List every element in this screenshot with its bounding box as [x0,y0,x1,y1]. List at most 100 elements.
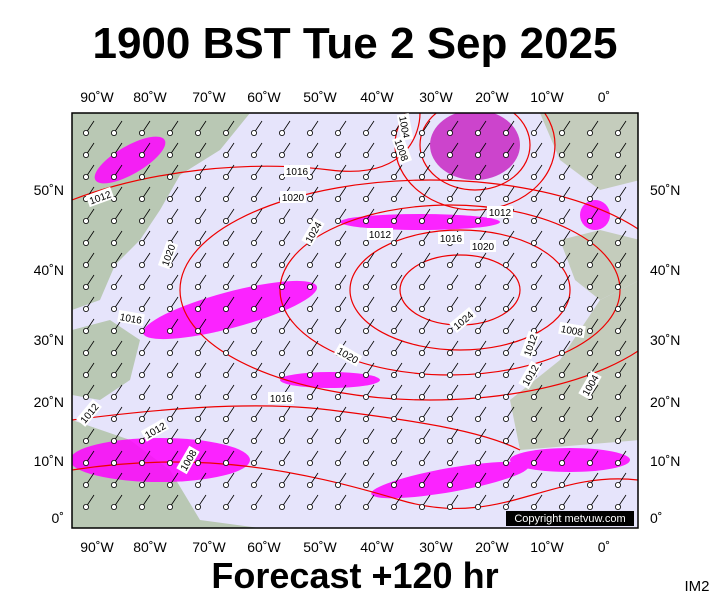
station [166,305,173,312]
station [559,173,566,180]
station [531,151,538,158]
station [334,437,341,444]
station [474,437,481,444]
station [194,151,201,158]
station [138,393,145,400]
station [502,459,509,466]
station [418,173,425,180]
station [474,393,481,400]
station [278,305,285,312]
station [166,481,173,488]
station [446,481,453,488]
station [194,239,201,246]
station [138,173,145,180]
station [111,415,118,422]
station [587,261,594,268]
station [278,239,285,246]
station [362,129,369,136]
station [446,129,453,136]
forecast: Forecast +120 hr [211,555,498,596]
lat-label: 50˚N [650,182,680,198]
station [559,481,566,488]
station [390,151,397,158]
station [222,481,229,488]
station [446,459,453,466]
station [418,217,425,224]
station [306,415,313,422]
station [474,305,481,312]
isobar-label-bg [117,309,145,327]
station [418,327,425,334]
station [390,503,397,510]
station [166,217,173,224]
isobar-label: 1020 [470,240,496,253]
station [587,129,594,136]
station [111,173,118,180]
lon-label: 70˚W [192,539,226,555]
station [615,129,622,136]
station [559,437,566,444]
station [278,173,285,180]
station [111,239,118,246]
isobar-label-bg [391,135,413,165]
station [306,129,313,136]
station [194,129,201,136]
station [587,173,594,180]
station [250,305,257,312]
station [390,239,397,246]
station [278,415,285,422]
station [587,459,594,466]
station [250,349,257,356]
station [334,151,341,158]
station [194,173,201,180]
station [166,129,173,136]
station [334,129,341,136]
station [446,437,453,444]
lat-label: 30˚N [650,332,680,348]
station [306,305,313,312]
lon-label: 80˚W [133,539,167,555]
station [222,305,229,312]
station [390,459,397,466]
station [418,481,425,488]
station [83,217,90,224]
isobar-label-bg [518,360,542,390]
lon-label: 30˚W [419,89,453,105]
lon-label: 30˚W [419,539,453,555]
station [194,349,201,356]
station [474,459,481,466]
station [83,459,90,466]
isobar-label-text: 1020 [472,242,495,253]
station [222,371,229,378]
lat-label: 40˚N [34,262,64,278]
station [531,437,538,444]
station [531,481,538,488]
station [306,481,313,488]
isobar-label-bg [76,399,102,427]
station [278,283,285,290]
station [418,261,425,268]
station [83,393,90,400]
station [615,195,622,202]
station [446,151,453,158]
station [531,393,538,400]
station [418,129,425,136]
station [615,393,622,400]
station [587,327,594,334]
station [362,327,369,334]
station [278,129,285,136]
lon-label: 10˚W [530,89,564,105]
station [362,503,369,510]
station [250,371,257,378]
lon-label: 90˚W [80,539,114,555]
isobar-label-text: 1016 [119,312,143,327]
isobar-label-bg [284,165,310,177]
station [83,283,90,290]
station [111,217,118,224]
station [166,503,173,510]
station [615,415,622,422]
station [250,459,257,466]
isobar-label: 1008 [558,321,586,339]
station [334,217,341,224]
station [531,305,538,312]
